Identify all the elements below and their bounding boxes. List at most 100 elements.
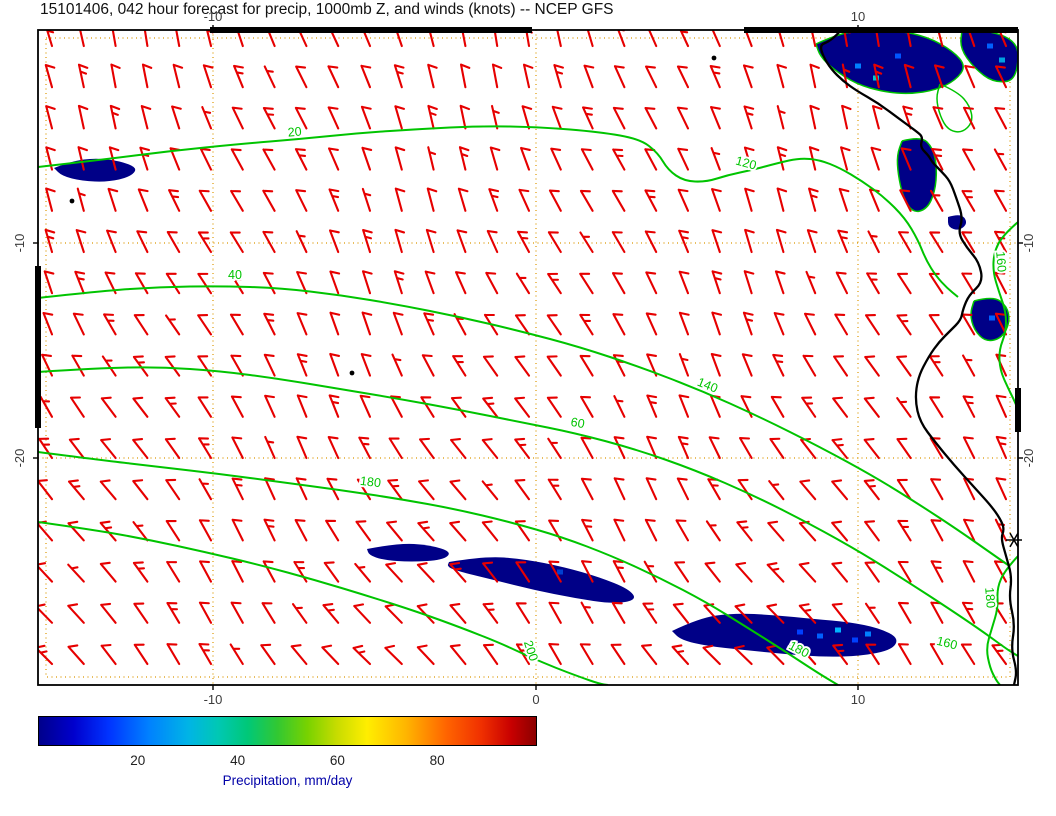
contour-label: 140 xyxy=(695,375,720,396)
axis-label-right: -20 xyxy=(1021,449,1036,468)
wind-barb xyxy=(773,312,785,336)
wind-barb xyxy=(295,477,308,501)
height-contour xyxy=(38,366,1018,657)
wind-barb xyxy=(962,560,976,583)
wind-barb xyxy=(166,560,181,583)
wind-barb xyxy=(230,601,244,624)
wind-barb xyxy=(522,63,534,89)
wind-barb xyxy=(961,601,976,624)
wind-barb xyxy=(482,561,499,583)
wind-barb xyxy=(766,644,785,666)
wind-barb xyxy=(262,230,276,254)
wind-barb xyxy=(711,270,723,295)
wind-barb xyxy=(99,561,117,583)
wind-barb xyxy=(99,520,117,542)
wind-barb xyxy=(388,437,403,460)
wind-barb xyxy=(864,561,880,583)
edge-bar-layer xyxy=(35,27,1021,432)
wind-barb xyxy=(485,271,499,295)
wind-barb xyxy=(44,228,56,254)
colorbar-tick-label: 40 xyxy=(230,753,246,768)
wind-barb xyxy=(67,603,85,624)
wind-barb xyxy=(734,644,753,666)
wind-barb xyxy=(553,64,564,89)
wind-barb xyxy=(613,436,626,460)
wind-barb xyxy=(198,478,213,501)
wind-barb xyxy=(867,230,880,254)
precip-intense-spot xyxy=(987,43,993,49)
wind-barb xyxy=(897,231,912,254)
wind-barb xyxy=(831,479,849,501)
wind-barb xyxy=(360,105,372,130)
wind-barb xyxy=(961,189,976,212)
wind-barb xyxy=(262,560,276,583)
wind-barb xyxy=(644,518,658,542)
wind-barb xyxy=(450,396,467,418)
wind-barb xyxy=(449,520,467,542)
wind-barb xyxy=(134,272,149,295)
wind-barb xyxy=(961,354,976,377)
wind-barb xyxy=(678,311,690,336)
wind-barb xyxy=(864,355,880,377)
wind-barb xyxy=(645,477,658,501)
wind-barb xyxy=(229,272,244,295)
wind-barb xyxy=(231,518,244,542)
wind-barb xyxy=(961,313,976,336)
wind-barb xyxy=(229,231,244,254)
wind-barb xyxy=(394,146,406,171)
wind-barb xyxy=(677,147,690,171)
wind-barb xyxy=(137,188,149,212)
height-contour xyxy=(986,555,1018,685)
wind-barb xyxy=(615,30,626,48)
wind-barb xyxy=(831,438,849,460)
wind-barb xyxy=(295,30,308,48)
wind-barb xyxy=(579,643,594,666)
wind-barb xyxy=(547,478,562,501)
island-dot xyxy=(69,198,75,204)
wind-barb xyxy=(384,644,403,666)
wind-barb xyxy=(868,188,880,212)
wind-barb xyxy=(776,187,788,212)
wind-barb xyxy=(580,560,594,583)
wind-barb xyxy=(840,146,851,171)
wind-barb xyxy=(427,104,438,130)
wind-barb xyxy=(43,270,55,295)
wind-barb xyxy=(482,602,499,624)
axis-label-left: -10 xyxy=(12,234,27,253)
wind-barb xyxy=(231,560,244,583)
wind-barb xyxy=(611,231,626,254)
colorbar-tick-label: 60 xyxy=(329,753,345,768)
wind-barb xyxy=(482,396,499,418)
wind-barb xyxy=(106,229,117,254)
wind-barb xyxy=(77,30,89,48)
wind-barb xyxy=(863,437,880,460)
wind-barb xyxy=(612,313,626,336)
wind-barb xyxy=(294,148,308,171)
wind-barb xyxy=(481,520,499,542)
wind-barb xyxy=(44,64,56,89)
wind-barb xyxy=(453,313,467,336)
wind-barb xyxy=(38,479,54,501)
wind-barb xyxy=(831,520,849,542)
wind-barb xyxy=(264,477,276,501)
wind-barb xyxy=(805,270,817,295)
wind-barb xyxy=(328,188,340,212)
contour-label: 160 xyxy=(935,634,959,653)
precip-intense-spot xyxy=(895,53,901,59)
wind-barb xyxy=(838,187,850,212)
wind-barb xyxy=(197,231,213,254)
wind-barb xyxy=(171,105,182,130)
wind-barb xyxy=(165,272,181,295)
wind-barb xyxy=(261,602,276,624)
wind-barb xyxy=(361,311,373,336)
wind-barb xyxy=(841,104,852,130)
wind-barb xyxy=(427,63,438,89)
wind-barb xyxy=(385,562,403,583)
wind-barb xyxy=(710,352,722,377)
wind-barb xyxy=(392,311,404,336)
precip-region xyxy=(54,158,136,182)
wind-barb xyxy=(296,435,308,460)
wind-barb xyxy=(322,602,340,624)
wind-barb xyxy=(809,104,820,130)
wind-barb xyxy=(768,480,785,501)
